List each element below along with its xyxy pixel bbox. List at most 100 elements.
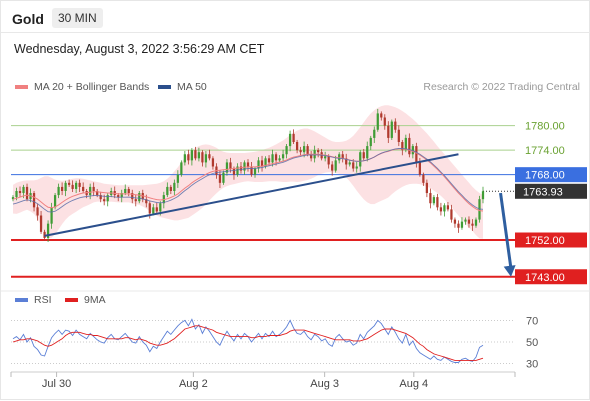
rsi-line [12,318,484,363]
candle-body [36,207,39,216]
level-label-bg-1752.00 [515,232,587,248]
candle-body [436,197,439,208]
candle-body [446,205,450,210]
candle-body [176,174,179,183]
candle-body [429,193,432,204]
ma20-swatch [15,85,28,89]
candle-body [243,162,246,171]
credit-text: Research © 2022 Trading Central [423,81,580,93]
candle-body [71,184,74,189]
level-label-1774.00: 1774.00 [525,145,565,157]
candle-body [439,207,443,212]
timestamp: Wednesday, August 3, 2022 3:56:29 AM CET [14,42,265,56]
candle-body [376,113,379,130]
candle-body [345,158,348,165]
x-tick-label: Aug 4 [399,378,428,390]
candle-body [25,186,29,200]
candle-body [481,191,485,200]
legend-ma20: MA 20 + Bollinger Bands [15,81,149,93]
level-lines: 1780.00 1774.00 1768.00 1763.93 1752.00 1743.… [11,121,587,285]
candle-body [274,154,278,161]
ma50-label: MA 50 [177,81,207,93]
candle-body [373,129,376,138]
candle-body [75,182,78,189]
timeframe-badge[interactable]: 30 MIN [52,8,103,28]
header-divider [1,32,590,33]
candle-body [246,162,250,167]
candle-body [341,154,344,159]
candle-body [338,154,341,161]
candle-body [260,160,264,167]
rsi-tick-30: 30 [526,359,538,371]
candle-body [194,150,197,159]
candle-body [124,188,127,194]
candle-body [253,168,257,175]
trendline [44,153,459,237]
candle-body [460,221,464,228]
candle-body [397,129,400,142]
candle-body [264,158,267,167]
candle-body [89,186,92,196]
candle-body [239,166,243,171]
candle-body [22,186,25,194]
candle-body [229,162,232,169]
candle-body [145,199,148,204]
candle-body [348,162,351,165]
candle-body [464,219,467,222]
candle-body [415,146,418,163]
candle-body [208,154,211,159]
candle-body [317,150,320,153]
candle-body [222,172,225,183]
candle-body [411,146,414,155]
legend-ma50: MA 50 [158,81,207,93]
level-label-1752.00: 1752.00 [525,235,565,247]
candle-body [99,195,102,200]
candle-body [359,152,362,167]
candle-body [96,191,99,196]
candle-body [180,162,183,175]
candle-body [331,164,334,171]
x-tick-label: Aug 3 [310,378,339,390]
candle-body [369,137,372,147]
rsi-tick-50: 50 [526,337,538,349]
level-label-bg-1743.00 [515,269,587,285]
candle-body [92,186,95,191]
candle-body [408,137,411,155]
candle-body [67,182,71,185]
candle-body [250,166,253,175]
ma20-line [12,148,484,212]
candle-body [60,186,64,191]
candle-body [271,154,274,163]
candle-body [443,205,446,212]
candle-body [425,182,429,194]
last-price-label-bg [515,183,587,199]
candle-body [117,195,120,198]
candle-body [204,154,208,163]
instrument-title: Gold [12,11,44,27]
candle-body [78,182,81,187]
candle-body [120,193,123,198]
candle-body [169,186,172,191]
candle-body [50,207,53,224]
candle-body [467,219,471,224]
candle-body [324,156,327,159]
candle-body [355,166,358,169]
candle-body [32,193,36,208]
candle-body [46,223,50,238]
level-label-1768.00: 1768.00 [525,170,565,182]
rsi-tick-70: 70 [526,315,538,327]
candle-body [190,150,194,161]
candle-body [257,160,260,169]
candle-body [155,207,158,212]
level-label-bg-1768.00 [515,167,587,183]
rsi-label: RSI [34,294,52,306]
candle-body [285,146,288,155]
candle-body [106,195,109,202]
candle-body [281,154,285,159]
candle-body [15,191,18,198]
candle-body [352,162,355,169]
candle-body [11,197,15,200]
candle-body [453,219,457,224]
candle-body [390,121,393,138]
